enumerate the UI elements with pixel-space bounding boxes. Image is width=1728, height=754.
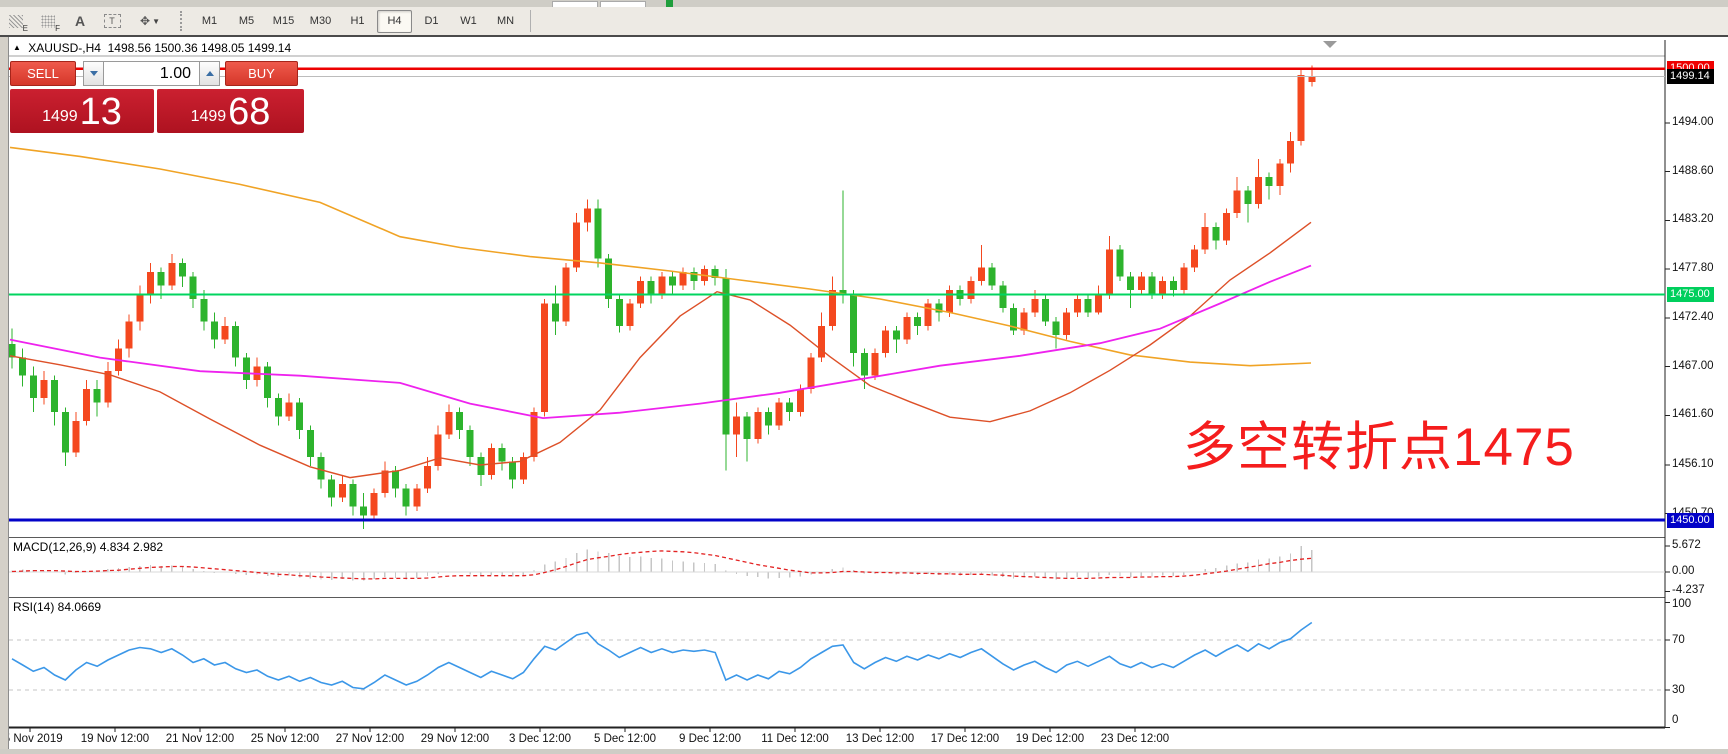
chevron-up-icon	[205, 71, 214, 76]
chart-toolbar: E F A T ✥ ▼ M1 M5 M15 M30 H1 H4 D1 W1 MN	[0, 7, 1728, 37]
chart-title: ▲ XAUUSD-,H4 1498.56 1500.36 1498.05 149…	[13, 41, 291, 55]
macd-scale-label: 0.00	[1672, 565, 1695, 577]
buy-button[interactable]: BUY	[225, 61, 298, 86]
chevron-down-icon[interactable]: ▼	[152, 16, 160, 26]
window-left-border	[0, 37, 9, 754]
text-box-icon[interactable]: T	[98, 8, 126, 34]
cursor-tools-icon-glyph: ✥	[140, 14, 151, 28]
timeframe-button-W1[interactable]: W1	[460, 15, 477, 27]
objects-grid-icon-glyph	[41, 14, 55, 28]
buy-price-pips: 68	[228, 91, 271, 133]
price-axis-label: 1483.20	[1672, 213, 1714, 226]
time-axis-label: 21 Nov 12:00	[165, 733, 235, 745]
text-box-icon-glyph: T	[103, 14, 121, 28]
time-axis-label: 13 Dec 12:00	[845, 733, 915, 745]
objects-grid-icon[interactable]: F	[34, 8, 62, 34]
macd-label: MACD(12,26,9) 4.834 2.982	[13, 540, 164, 554]
chart-shift-marker-icon	[1323, 41, 1337, 48]
cursor-tools-icon[interactable]: ✥ ▼	[130, 8, 170, 34]
time-axis-label: 3 Dec 12:00	[508, 733, 572, 745]
top-input-fragment	[552, 1, 598, 7]
buy-price-major: 1499	[190, 108, 227, 125]
text-label-icon-glyph: A	[74, 13, 86, 29]
time-axis-label: 11 Dec 12:00	[761, 733, 829, 745]
macd-scale-label: -4.237	[1672, 584, 1705, 597]
price-axis-label: 1467.00	[1672, 359, 1714, 372]
timeframe-button-H1[interactable]: H1	[350, 15, 365, 27]
chevron-down-icon	[89, 71, 98, 76]
new-order-icon-fragment	[666, 0, 673, 7]
price-axis-label: 1461.60	[1672, 408, 1714, 421]
volume-increase-button[interactable]	[199, 61, 220, 86]
time-axis-label: 9 Dec 12:00	[678, 733, 742, 745]
timeframe-button-M15[interactable]: M15	[272, 15, 295, 27]
time-axis-label: 25 Nov 12:00	[250, 733, 320, 745]
indicators-icon-glyph	[9, 14, 23, 28]
time-axis-label: 19 Nov 12:00	[80, 733, 150, 745]
rsi-scale-label: 100	[1672, 598, 1692, 610]
window-bottom-border	[0, 749, 1728, 754]
macd-scale-label: 5.672	[1672, 538, 1701, 551]
price-level-badge: 1475.00	[1667, 286, 1714, 302]
buy-price-display[interactable]: 1499 68	[157, 89, 304, 133]
sell-price-pips: 13	[79, 91, 122, 133]
sell-button[interactable]: SELL	[10, 61, 76, 86]
volume-stepper	[83, 61, 220, 86]
time-axis-label: 23 Dec 12:00	[1100, 733, 1170, 745]
indicators-icon-letter: E	[22, 24, 28, 33]
time-axis-label: 5 Dec 12:00	[593, 733, 657, 745]
sell-price-major: 1499	[42, 108, 78, 125]
volume-decrease-button[interactable]	[83, 61, 104, 86]
time-axis-label: 29 Nov 12:00	[420, 733, 490, 745]
sell-price-display[interactable]: 1499 13	[10, 89, 154, 133]
time-axis-label: 17 Dec 12:00	[930, 733, 1000, 745]
time-axis-label: 27 Nov 12:00	[335, 733, 405, 745]
chart-annotation-text: 多空转折点1475	[1183, 418, 1575, 477]
rsi-scale-label: 70	[1672, 634, 1685, 646]
timeframe-button-D1[interactable]: D1	[424, 15, 439, 27]
price-axis-label: 1456.10	[1672, 458, 1714, 470]
indicators-icon[interactable]: E	[2, 8, 30, 34]
rsi-scale-label: 0	[1672, 714, 1679, 726]
toolbar-separator	[530, 10, 531, 32]
rsi-label: RSI(14) 84.0669	[13, 600, 102, 614]
price-axis-label: 1477.80	[1672, 262, 1714, 275]
one-click-trading-panel: SELL BUY 1499 13 1499 68	[10, 61, 304, 133]
chart-ohlc-values: 1498.56 1500.36 1498.05 1499.14	[107, 41, 292, 55]
top-input-fragment	[600, 1, 646, 7]
price-axis-label: 1494.00	[1672, 116, 1714, 128]
timeframe-button-H4[interactable]: H4	[377, 9, 412, 33]
chart-symbol-label: XAUUSD-,H4	[28, 41, 101, 55]
price-level-badge: 1450.00	[1667, 512, 1714, 528]
price-axis-label: 1488.60	[1672, 164, 1714, 177]
text-label-icon[interactable]: A	[66, 8, 94, 34]
rsi-scale-label: 30	[1672, 684, 1685, 696]
price-axis-label: 1472.40	[1672, 310, 1714, 323]
collapse-triangle-icon[interactable]: ▲	[13, 43, 21, 52]
time-axis-label: 19 Dec 12:00	[1015, 733, 1085, 745]
top-toolbar-sliver	[0, 0, 1728, 7]
time-axis-label: 15 Nov 2019	[0, 733, 63, 745]
toolbar-grip[interactable]	[180, 11, 187, 31]
timeframe-button-group: M1 M5 M15 M30 H1 H4 D1 W1 MN	[191, 9, 524, 33]
timeframe-button-M1[interactable]: M1	[201, 15, 218, 27]
objects-grid-icon-letter: F	[55, 24, 60, 33]
timeframe-button-M5[interactable]: M5	[238, 15, 255, 27]
timeframe-button-MN[interactable]: MN	[496, 15, 515, 27]
volume-input[interactable]	[104, 61, 199, 86]
price-level-badge: 1499.14	[1667, 69, 1714, 85]
timeframe-button-M30[interactable]: M30	[309, 15, 332, 27]
